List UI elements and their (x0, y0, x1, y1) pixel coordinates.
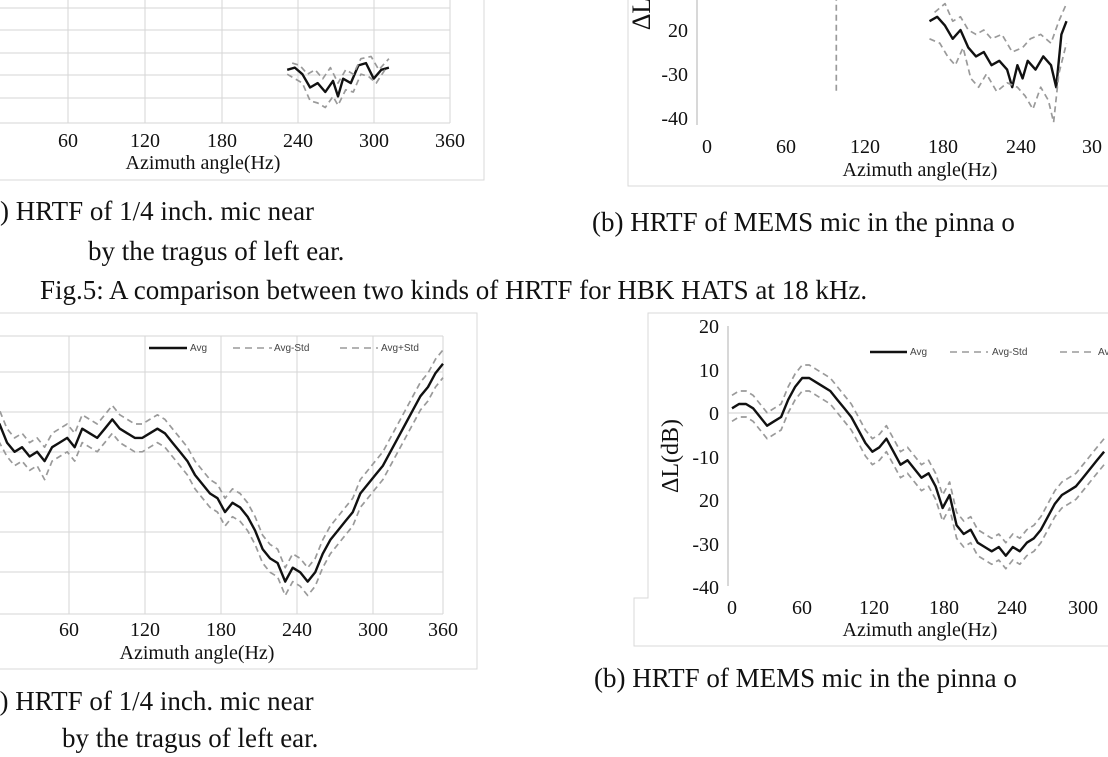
series-line-avg (731, 376, 1106, 557)
caption-top-left-line2: by the tragus of left ear. (88, 236, 344, 266)
panel-top-left-border (0, 0, 485, 181)
x-tick: 180 (207, 130, 237, 152)
legend-bottom-left: Avg Avg-Std Avg+Std (149, 343, 419, 354)
panel-top-left-series (286, 55, 390, 109)
y-axis-title: ΔL (627, 0, 656, 30)
panel-bottom-right-border (633, 312, 1108, 647)
series-line-avg-std (731, 364, 1105, 544)
y-tick: -40 (692, 577, 719, 599)
x-tick: 180 (929, 597, 959, 619)
series-line-std-2 (291, 55, 390, 84)
series-line-avg-std (731, 390, 1105, 570)
y-tick: 10 (699, 360, 719, 382)
panel-top-right: ΔL 20 -30 -40 0 60 120 180 240 30 Azimut… (627, 0, 1108, 187)
y-axis-title: ΔL(dB) (658, 419, 684, 493)
series-line-std-1 (929, 38, 1068, 124)
x-tick: 60 (792, 597, 812, 619)
panel-top-left-grid (0, 0, 451, 124)
figure-caption: Fig.5: A comparison between two kinds of… (40, 275, 867, 305)
caption-top-left-line1: a) HRTF of 1/4 inch. mic near (0, 196, 314, 226)
panel-top-right-series (835, 0, 1068, 124)
x-tick: 60 (776, 136, 796, 158)
y-tick: 0 (709, 403, 719, 425)
panel-bottom-right-y-ticks: 20 10 0 -10 20 -30 -40 (692, 316, 719, 599)
x-tick: 0 (727, 597, 737, 619)
x-tick: 360 (435, 130, 465, 152)
panel-bottom-right-series (731, 364, 1106, 570)
panel-bottom-left-border (0, 312, 478, 670)
panel-bottom-right-x-ticks: 0 60 120 180 240 300 (727, 597, 1098, 619)
x-tick: 180 (206, 619, 236, 641)
legend-avgplusstd-label: Avg+Std (381, 343, 419, 354)
legend-avgstd-label: Avg-Std (992, 347, 1027, 358)
x-axis-title: Azimuth angle(Hz) (843, 619, 998, 641)
x-tick: 240 (997, 597, 1027, 619)
legend-avg-label: Avg (190, 343, 207, 354)
x-axis-title: Azimuth angle(Hz) (843, 159, 998, 181)
x-tick: 0 (702, 136, 712, 158)
y-tick: -30 (661, 64, 688, 86)
series-line-avg (286, 61, 390, 98)
x-tick: 120 (859, 597, 889, 619)
x-tick: 60 (58, 130, 78, 152)
x-tick: 120 (130, 619, 160, 641)
panel-top-left-x-ticks: 60 120 180 240 300 360 (58, 130, 465, 152)
x-tick: 240 (282, 619, 312, 641)
y-tick: -40 (661, 108, 688, 130)
legend-avgstd-label: Avg-Std (274, 343, 309, 354)
x-tick: 180 (928, 136, 958, 158)
x-tick: 240 (1006, 136, 1036, 158)
series-line-std-1 (286, 67, 388, 109)
x-axis-title: Azimuth angle(Hz) (120, 642, 275, 664)
panel-top-right-x-ticks: 0 60 120 180 240 30 (702, 136, 1102, 158)
legend-bottom-right: Avg Avg-Std Av (870, 347, 1108, 358)
x-tick: 300 (359, 130, 389, 152)
panel-top-right-border (627, 0, 1108, 187)
panel-bottom-right: ΔL(dB) 20 10 0 -10 20 -30 -40 Avg Avg-St… (633, 312, 1108, 647)
panel-top-left: 60 120 180 240 300 360 Azimuth angle(Hz) (0, 0, 485, 181)
x-tick: 360 (428, 619, 458, 641)
legend-avgplusstd-label: Av (1098, 347, 1108, 358)
caption-bottom-left-line2: by the tragus of left ear. (62, 723, 318, 753)
panel-top-right-y-ticks: 20 -30 -40 (661, 20, 688, 130)
y-tick: 20 (668, 20, 688, 42)
series-line-avg (928, 15, 1068, 89)
series-line-avg-std (0, 349, 444, 569)
x-tick: 120 (850, 136, 880, 158)
panel-bottom-left-series (0, 349, 444, 597)
legend-avg-label: Avg (910, 347, 927, 358)
caption-top-right: (b) HRTF of MEMS mic in the pinna o (592, 207, 1015, 237)
panel-bottom-left: Avg Avg-Std Avg+Std 60 120 180 240 300 3… (0, 312, 478, 670)
y-tick: 20 (699, 316, 719, 338)
x-tick: 60 (59, 619, 79, 641)
panel-bottom-left-x-ticks: 60 120 180 240 300 360 (59, 619, 458, 641)
series-line-std-2 (934, 2, 1068, 53)
caption-bottom-right: (b) HRTF of MEMS mic in the pinna o (594, 663, 1017, 693)
x-axis-title: Azimuth angle(Hz) (126, 152, 281, 174)
y-tick: 20 (699, 490, 719, 512)
x-tick: 300 (1068, 597, 1098, 619)
caption-bottom-left-line1: b) HRTF of 1/4 inch. mic near (0, 686, 314, 716)
x-tick: 30 (1082, 136, 1102, 158)
y-tick: -10 (692, 447, 719, 469)
x-tick: 120 (130, 130, 160, 152)
x-tick: 300 (358, 619, 388, 641)
series-line-avg (0, 363, 444, 583)
x-tick: 240 (283, 130, 313, 152)
series-line-avg-std (0, 377, 444, 597)
y-tick: -30 (692, 534, 719, 556)
